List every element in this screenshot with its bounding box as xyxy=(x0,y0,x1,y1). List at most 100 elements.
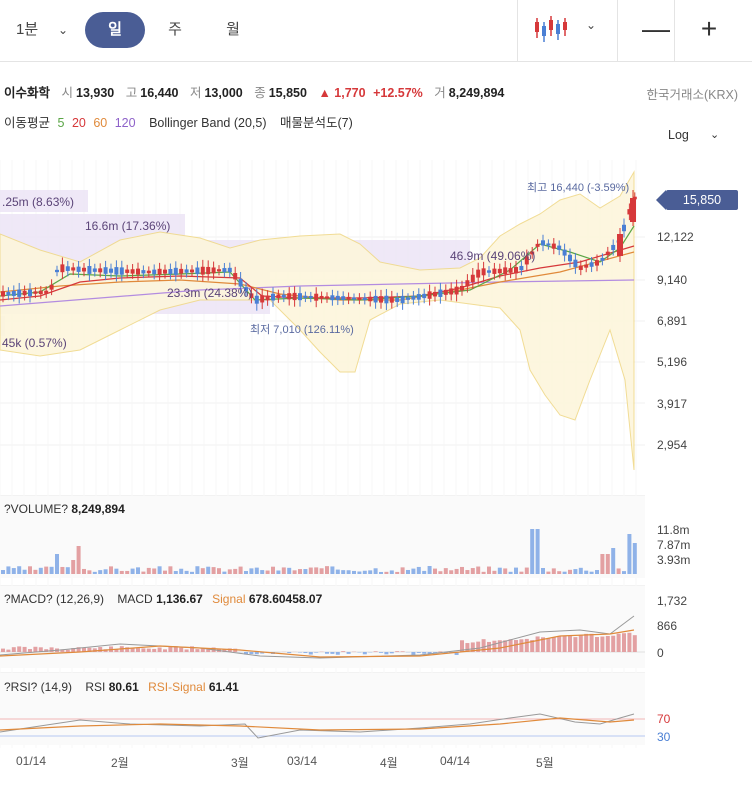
ma-label[interactable]: 이동평균 xyxy=(4,116,51,130)
volume-profile-label: 45k (0.57%) xyxy=(2,336,67,350)
volume-tick: 11.8m xyxy=(657,523,690,537)
volume-bar xyxy=(260,570,265,574)
macd-histogram-bar xyxy=(65,649,70,652)
candle-body xyxy=(292,292,297,301)
volume-bar xyxy=(303,569,308,574)
volume-profile-label: 46.9m (49.06%) xyxy=(450,249,536,263)
candle-body xyxy=(211,267,216,274)
candle-body xyxy=(422,293,427,299)
macd-histogram-bar xyxy=(114,649,119,652)
volume-profile-label[interactable]: 매물분석도(7) xyxy=(279,116,353,130)
volume-bar xyxy=(373,568,378,574)
macd-histogram-bar xyxy=(454,652,459,655)
zoom-in-button[interactable]: + xyxy=(700,13,718,44)
price-chart[interactable] xyxy=(0,160,752,760)
candle-body xyxy=(460,285,464,291)
macd-histogram-bar xyxy=(260,652,265,654)
timeframe-month-button[interactable]: 월 xyxy=(226,21,240,38)
volume-bar xyxy=(519,571,524,574)
volume-bar xyxy=(11,568,16,574)
volume-bar xyxy=(622,571,626,574)
macd-histogram-bar xyxy=(411,652,416,655)
rsi-value: 80.61 xyxy=(108,680,139,694)
timeframe-day-button[interactable]: 일 xyxy=(85,12,145,48)
candlestick-icon[interactable] xyxy=(533,14,569,44)
volume-bar xyxy=(119,570,124,574)
candle-body xyxy=(265,295,270,301)
volume-bar xyxy=(244,571,248,574)
macd-histogram-bar xyxy=(530,640,535,652)
candle-body xyxy=(503,267,508,275)
macd-panel-bg xyxy=(0,586,645,668)
volume-bar xyxy=(568,569,572,574)
current-price-tag: 15,850 xyxy=(656,190,738,210)
candle-body xyxy=(141,270,146,274)
volume-bar xyxy=(114,568,119,574)
volume-bar xyxy=(508,571,513,574)
volume-bar xyxy=(179,568,184,574)
volume-bar xyxy=(487,566,491,574)
candle-body xyxy=(630,198,636,222)
macd-histogram-bar xyxy=(362,652,367,655)
volume-bar xyxy=(605,554,610,574)
macd-histogram-bar xyxy=(222,649,227,652)
bollinger-label[interactable]: Bollinger Band (20,5) xyxy=(149,116,267,130)
stock-name: 이수화학 xyxy=(4,86,51,100)
macd-histogram-bar xyxy=(303,652,308,654)
candle-body xyxy=(11,290,16,296)
volume-bar xyxy=(184,570,189,574)
macd-tick: 0 xyxy=(657,646,664,660)
timeframe-week-button[interactable]: 주 xyxy=(168,21,182,38)
chart-type-chevron-icon[interactable]: ⌄ xyxy=(586,18,597,32)
macd-histogram-bar xyxy=(38,647,43,652)
macd-histogram-bar xyxy=(44,649,49,652)
macd-histogram-bar xyxy=(584,633,589,652)
macd-histogram-bar xyxy=(254,652,259,655)
macd-histogram-bar xyxy=(427,652,432,654)
volume-bar xyxy=(595,570,599,574)
volume-bar xyxy=(254,567,259,574)
timeframe-1min-dropdown[interactable]: 1분 ⌄ xyxy=(16,12,76,48)
macd-histogram-bar xyxy=(325,652,329,654)
exchange-label: 한국거래소(KRX) xyxy=(646,88,738,102)
volume-bar xyxy=(584,570,589,574)
candle-body xyxy=(206,266,211,275)
macd-histogram-bar xyxy=(568,636,572,652)
candle-body xyxy=(389,296,394,303)
candle-body xyxy=(617,234,623,256)
candle-body xyxy=(184,269,189,273)
bollinger-band xyxy=(0,170,635,471)
candle-body xyxy=(557,245,562,250)
candle-body xyxy=(362,297,367,301)
volume-bar xyxy=(146,567,151,574)
candle-body xyxy=(395,297,400,302)
chevron-down-icon: ⌄ xyxy=(710,129,720,141)
candle-body xyxy=(49,284,54,290)
candle-body xyxy=(200,266,205,275)
close-label: 종 xyxy=(254,86,266,100)
volume-bar xyxy=(44,566,49,574)
x-axis-label: 5월 xyxy=(536,756,554,770)
macd-histogram-bar xyxy=(82,647,86,652)
candle-body xyxy=(173,267,178,275)
zoom-out-button[interactable]: — xyxy=(642,13,670,44)
candle-body xyxy=(1,291,5,297)
log-scale-toggle[interactable]: Log ⌄ xyxy=(668,128,719,142)
volume-bar xyxy=(227,569,232,574)
volume-bar xyxy=(173,571,178,574)
volume-bar xyxy=(38,567,43,574)
volume-bar xyxy=(98,570,103,574)
macd-histogram-bar xyxy=(589,633,594,652)
macd-histogram-bar xyxy=(92,648,97,652)
macd-indicator-name: ?MACD? (12,26,9) xyxy=(4,592,105,606)
volume-indicator-name: ?VOLUME? xyxy=(4,502,69,516)
low-value: 13,000 xyxy=(204,86,243,100)
volume-bar xyxy=(530,529,535,574)
candle-body xyxy=(179,268,184,274)
macd-histogram-bar xyxy=(308,652,313,655)
candle-body xyxy=(530,251,535,255)
candle-body xyxy=(130,269,135,274)
x-axis-label: 01/14 xyxy=(16,754,47,768)
macd-histogram-bar xyxy=(422,652,427,654)
volume-bar xyxy=(465,570,470,574)
